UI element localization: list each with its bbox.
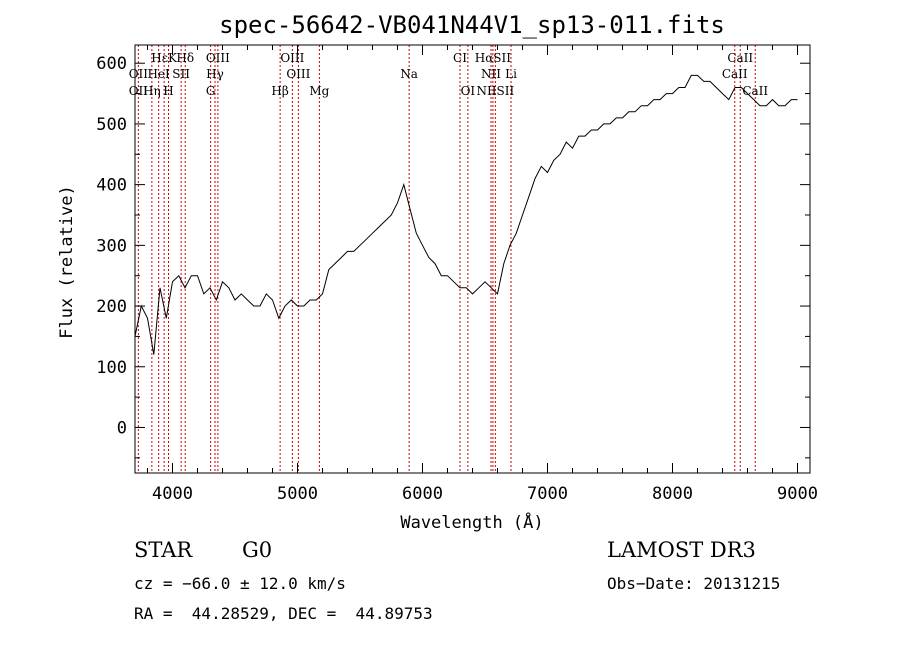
line-label: CaII — [727, 51, 753, 65]
line-label: Hη — [143, 84, 161, 98]
line-label: Hβ — [271, 84, 288, 98]
spectrum-line — [134, 74, 798, 355]
line-label: OII — [129, 67, 149, 81]
y-tick-label: 100 — [96, 358, 127, 378]
line-label: G — [206, 84, 216, 98]
chart-title: spec-56642-VB041N44V1_sp13-011.fits — [219, 11, 725, 39]
ra-dec: RA = 44.28529, DEC = 44.89753 — [134, 604, 433, 623]
x-axis-label: Wavelength (Å) — [400, 511, 543, 533]
line-label: OI — [461, 84, 476, 98]
line-label: CI — [453, 51, 467, 65]
line-label: Mg — [309, 84, 329, 98]
line-label: HεK — [151, 51, 178, 65]
y-tick-label: 400 — [96, 176, 127, 196]
y-axis-ticks: 0 100 200 300 400 500 600 — [96, 54, 810, 459]
x-tick-label: 8000 — [652, 484, 693, 504]
x-tick-label: 5000 — [277, 484, 318, 504]
line-label: Hγ — [206, 67, 224, 81]
x-axis-ticks: 4000 5000 6000 7000 8000 9000 — [147, 45, 818, 504]
x-tick-label: 9000 — [777, 484, 818, 504]
object-subclass: G0 — [242, 538, 273, 562]
line-label: NIISII — [477, 84, 515, 98]
line-label: OIII — [280, 51, 304, 65]
y-tick-label: 300 — [96, 236, 127, 256]
line-label: H — [163, 84, 173, 98]
line-label: Li — [505, 67, 517, 81]
y-tick-label: 200 — [96, 297, 127, 317]
spectral-line-markers — [137, 45, 756, 473]
x-tick-label: 6000 — [402, 484, 443, 504]
y-axis-label: Flux (relative) — [57, 185, 77, 339]
line-label: HαSII — [475, 51, 512, 65]
line-label: Na — [400, 67, 418, 81]
survey-name: LAMOST DR3 — [607, 538, 756, 562]
line-label: OIII — [286, 67, 310, 81]
line-label: CaII — [722, 67, 748, 81]
line-label: NII — [481, 67, 501, 81]
x-tick-label: 4000 — [152, 484, 193, 504]
x-tick-label: 7000 — [527, 484, 568, 504]
line-label: OIII — [206, 51, 230, 65]
line-label: SII — [172, 67, 190, 81]
object-class: STAR — [134, 538, 193, 562]
y-tick-label: 500 — [96, 115, 127, 135]
y-tick-label: 0 — [117, 418, 127, 438]
redshift-cz: cz = −66.0 ± 12.0 km/s — [134, 574, 346, 593]
line-label: HeI — [147, 67, 170, 81]
plot-frame — [134, 44, 811, 474]
obs-date: Obs−Date: 20131215 — [607, 574, 781, 593]
line-label: CaII — [742, 84, 768, 98]
line-label: OII — [129, 84, 149, 98]
line-label: Hδ — [176, 51, 194, 65]
y-tick-label: 600 — [96, 54, 127, 74]
